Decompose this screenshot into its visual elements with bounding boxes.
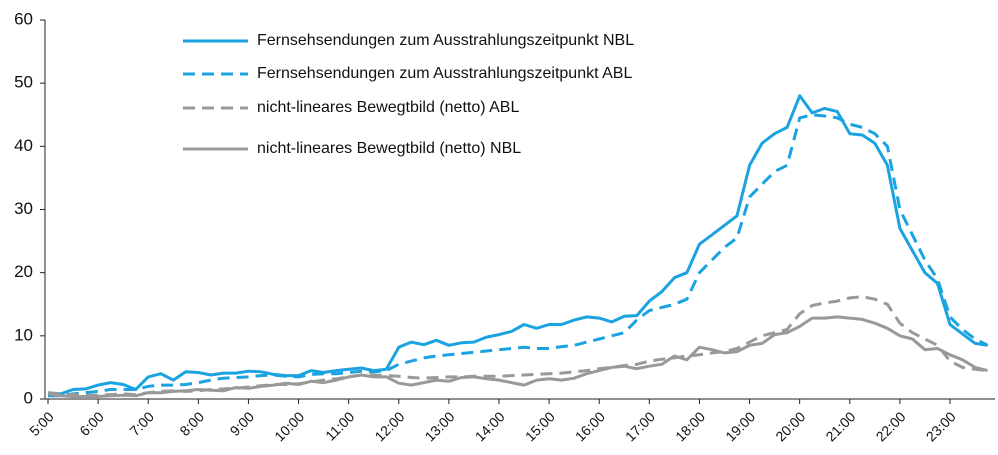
x-tick-label: 19:00 [722,408,758,444]
legend-label: nicht-lineares Bewegtbild (netto) NBL [257,140,521,157]
x-tick-label: 13:00 [422,408,458,444]
legend-label: nicht-lineares Bewegtbild (netto) ABL [257,99,519,116]
x-tick-label: 18:00 [672,408,708,444]
legend-label: Fernsehsendungen zum Ausstrahlungszeitpu… [257,65,632,82]
x-tick-label: 20:00 [772,408,808,444]
series-line [47,315,988,398]
x-tick-label: 11:00 [322,408,358,444]
x-tick-label: 10:00 [271,408,307,444]
series-line [47,94,988,396]
series-line [47,295,988,397]
x-tick-label: 8:00 [176,408,207,439]
series-line [48,113,989,398]
x-tick-label: 21:00 [822,408,858,444]
x-tick-label: 9:00 [227,408,258,439]
x-tick-label: 16:00 [572,408,608,444]
x-tick-label: 17:00 [622,408,658,444]
y-tick-label: 0 [24,388,33,407]
y-tick-label: 10 [14,325,33,344]
legend-label: Fernsehsendungen zum Ausstrahlungszeitpu… [257,32,634,49]
x-tick-label: 7:00 [126,408,157,439]
x-tick-label: 14:00 [472,408,508,444]
x-tick-label: 15:00 [522,408,558,444]
y-tick-label: 60 [14,9,33,28]
y-tick-label: 40 [14,136,33,155]
x-tick-label: 22:00 [873,408,909,444]
y-tick-label: 50 [14,73,33,92]
x-tick-label: 5:00 [26,408,57,439]
x-tick-label: 23:00 [923,408,959,444]
y-tick-label: 30 [14,199,33,218]
x-tick-label: 6:00 [76,408,107,439]
x-tick-label: 12:00 [371,408,407,444]
y-tick-label: 20 [14,262,33,281]
